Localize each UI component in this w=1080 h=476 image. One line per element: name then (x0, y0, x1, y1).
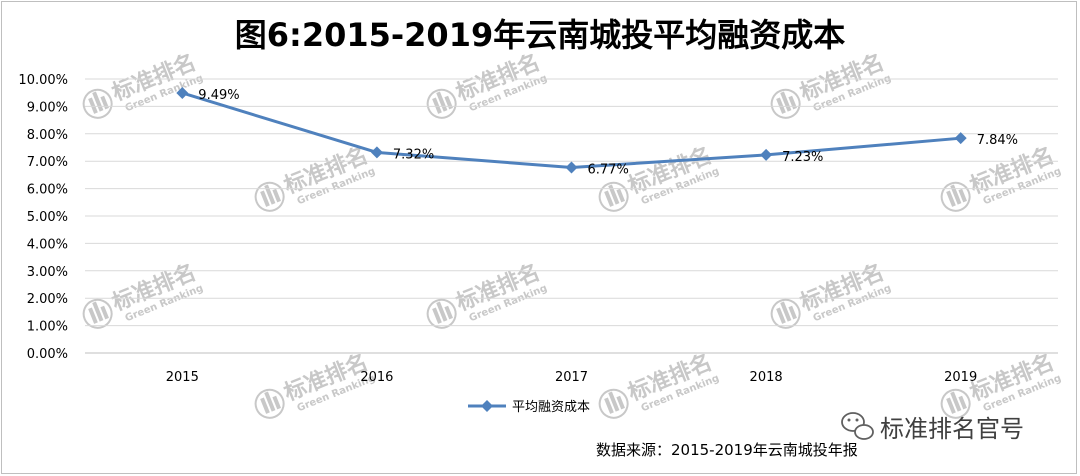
watermark-logo-icon (254, 181, 285, 212)
legend-marker (481, 400, 493, 412)
y-tick-label: 9.00% (27, 100, 68, 115)
y-tick-label: 10.00% (18, 73, 68, 88)
watermark-logo-icon (426, 298, 457, 329)
data-point-marker (565, 161, 578, 174)
data-point-marker (370, 146, 383, 159)
y-tick-label: 0.00% (27, 347, 68, 362)
gridlines (85, 78, 1058, 354)
watermark-logo-icon (598, 181, 629, 212)
data-label: 9.49% (198, 88, 239, 103)
x-tick-label: 2018 (750, 370, 783, 385)
y-tick-label: 7.00% (27, 155, 68, 170)
y-tick-label: 5.00% (27, 210, 68, 225)
data-point-marker (760, 148, 773, 161)
watermark-logo-icon (940, 388, 971, 419)
watermark-logo-icon (82, 298, 113, 329)
y-tick-label: 2.00% (27, 292, 68, 307)
y-tick-label: 3.00% (27, 265, 68, 280)
watermark-logo-icon (770, 298, 801, 329)
x-axis-ticks: 2015 2016 2017 2018 2019 (166, 370, 977, 385)
y-tick-label: 8.00% (27, 128, 68, 143)
y-axis-ticks: 0.00% 1.00% 2.00% 3.00% 4.00% 5.00% 6.00% 7.00%… (18, 73, 68, 362)
y-tick-label: 1.00% (27, 320, 68, 335)
watermark-logo-icon (426, 88, 457, 119)
watermark-logo-icon (598, 388, 629, 419)
series-layer (176, 86, 967, 174)
source-note: 数据来源：2015-2019年云南城投年报 (596, 441, 858, 459)
watermark-logo-icon (770, 88, 801, 119)
data-label: 6.77% (588, 163, 629, 178)
data-label: 7.23% (782, 150, 823, 165)
watermark-logo-icon (82, 88, 113, 119)
legend-label: 平均融资成本 (512, 400, 590, 415)
x-tick-label: 2017 (555, 370, 588, 385)
legend: 平均融资成本 (468, 400, 590, 415)
y-tick-label: 6.00% (27, 183, 68, 198)
x-tick-label: 2019 (944, 370, 977, 385)
watermark-logo-icon (940, 181, 971, 212)
data-labels: 9.49% 7.32% 6.77% 7.23% 7.84% (198, 88, 1018, 178)
data-point-marker (176, 86, 189, 99)
chart-title: 图6:2015-2019年云南城投平均融资成本 (235, 16, 845, 54)
wechat-brand: 标准排名官号 (841, 412, 1024, 443)
data-point-marker (954, 132, 967, 145)
x-tick-label: 2015 (166, 370, 199, 385)
wechat-icon (841, 412, 874, 440)
y-tick-label: 4.00% (27, 237, 68, 252)
series-line (181, 91, 961, 170)
watermark-logo-icon (254, 388, 285, 419)
data-label: 7.84% (977, 133, 1018, 148)
account-name: 标准排名官号 (880, 415, 1024, 443)
data-label: 7.32% (393, 147, 434, 162)
x-tick-label: 2016 (360, 370, 393, 385)
